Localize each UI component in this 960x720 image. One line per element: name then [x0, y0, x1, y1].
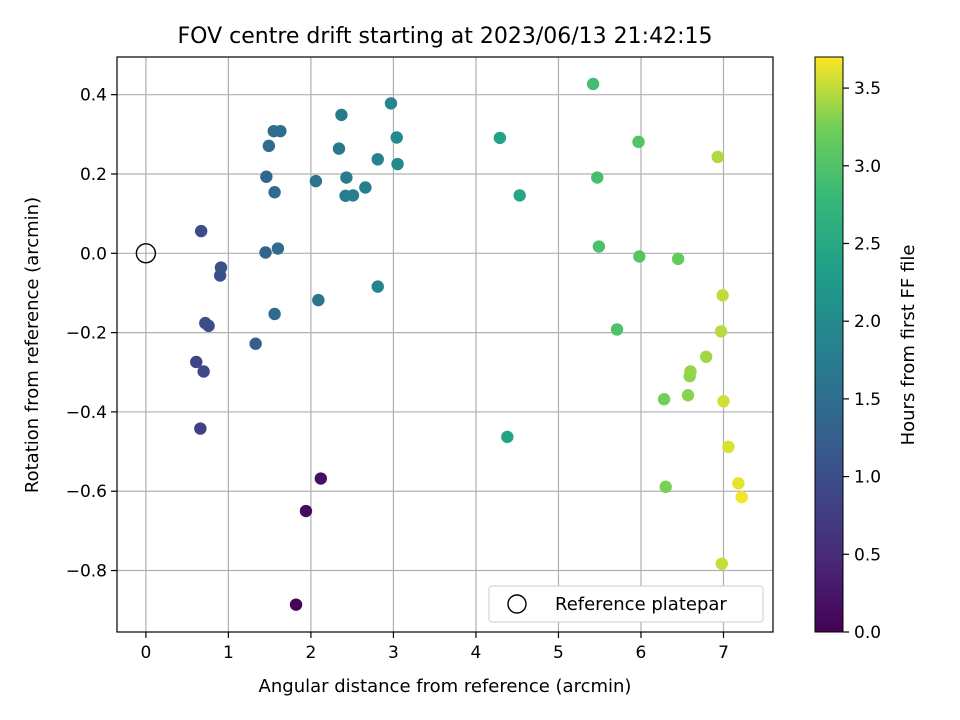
data-point	[271, 242, 285, 255]
data-point	[632, 135, 645, 149]
colorbar-tick-label: 2.0	[854, 312, 881, 332]
reference-marker	[135, 243, 157, 264]
data-point	[340, 171, 353, 184]
data-point	[202, 319, 215, 333]
colorbar-gradient	[814, 56, 844, 633]
x-tick-label: 6	[636, 643, 647, 663]
grid	[117, 57, 773, 632]
legend-box	[488, 585, 764, 623]
data-point	[312, 293, 325, 307]
legend: Reference platepar	[488, 585, 764, 623]
data-point	[722, 440, 735, 454]
data-point	[592, 240, 606, 253]
data-point	[259, 246, 272, 259]
data-point	[586, 77, 600, 91]
data-point	[384, 97, 398, 110]
x-tick-label: 2	[305, 643, 316, 663]
data-point	[314, 472, 328, 485]
data-point	[197, 365, 210, 378]
data-point	[610, 323, 624, 336]
data-point	[190, 355, 203, 369]
colorbar-tick-label: 0.0	[854, 623, 881, 643]
data-points	[135, 77, 748, 611]
data-point	[659, 480, 672, 494]
data-point	[735, 490, 748, 504]
data-point	[391, 157, 404, 171]
y-tick-label: −0.8	[66, 562, 107, 582]
y-tick-label: 0.4	[80, 86, 107, 106]
data-point	[274, 124, 287, 138]
x-tick-label: 1	[223, 643, 234, 663]
y-axis-label: Rotation from reference (arcmin)	[22, 197, 43, 493]
colorbar-ticks: 0.0 0.5 1.0 1.5 2.0 2.5 3.0 3.5	[843, 79, 881, 643]
legend-reference-marker	[507, 594, 527, 614]
data-point	[335, 108, 348, 122]
data-point	[268, 307, 281, 321]
y-tick-label: −0.4	[66, 403, 107, 423]
colorbar-tick-label: 1.0	[854, 468, 881, 488]
data-point	[657, 393, 671, 406]
data-point	[501, 430, 514, 444]
data-point	[214, 261, 228, 274]
data-point	[289, 598, 303, 611]
data-point	[332, 142, 346, 155]
data-point	[359, 181, 372, 194]
data-point	[268, 186, 281, 199]
y-tick-label: 0.0	[80, 244, 107, 264]
x-tick-label: 4	[471, 643, 482, 663]
data-point	[194, 422, 207, 435]
data-point	[715, 557, 729, 570]
colorbar-tick-label: 1.5	[854, 390, 881, 410]
data-point	[262, 139, 276, 153]
data-point	[732, 477, 745, 490]
y-tick-label: −0.2	[66, 324, 107, 344]
x-tick-label: 7	[718, 643, 729, 663]
data-point	[371, 153, 384, 166]
data-point	[309, 174, 323, 188]
data-point	[711, 150, 724, 164]
x-tick-label: 3	[388, 643, 399, 663]
data-point	[249, 337, 262, 350]
data-point	[671, 252, 685, 266]
x-tick-label: 0	[140, 643, 151, 663]
data-point	[681, 389, 695, 402]
data-point	[716, 289, 729, 302]
chart-title: FOV centre drift starting at 2023/06/13 …	[178, 24, 713, 49]
x-tick-label: 5	[553, 643, 564, 663]
y-tick-label: 0.2	[80, 165, 107, 185]
data-point	[299, 504, 313, 518]
colorbar-tick-label: 0.5	[854, 545, 881, 565]
plot-frame	[116, 56, 774, 633]
axis-ticks: 0 1 2 3 4 5 6 7 −0.8 −0.6 −0.4 −0.2 0.0 0.2 0.4	[66, 86, 729, 663]
colorbar-tick-label: 3.0	[854, 157, 881, 177]
data-point	[346, 189, 360, 202]
data-point	[194, 224, 208, 238]
colorbar-tick-label: 3.5	[854, 79, 881, 99]
data-point	[684, 365, 697, 378]
data-point	[717, 395, 730, 408]
data-point	[591, 171, 604, 184]
data-point	[371, 280, 384, 293]
data-point	[714, 325, 728, 338]
data-point	[260, 170, 273, 183]
colorbar-label: Hours from first FF file	[898, 245, 919, 446]
y-tick-label: −0.6	[66, 482, 107, 502]
data-point	[493, 131, 507, 145]
colorbar-tick-label: 2.5	[854, 234, 881, 254]
colorbar: 0.0 0.5 1.0 1.5 2.0 2.5 3.0 3.5 Hours from firs…	[814, 56, 919, 643]
data-point	[699, 350, 713, 363]
legend-label: Reference platepar	[555, 594, 727, 615]
data-point	[633, 250, 646, 263]
data-point	[513, 189, 526, 202]
x-axis-label: Angular distance from reference (arcmin)	[259, 676, 632, 697]
data-point	[390, 131, 403, 144]
